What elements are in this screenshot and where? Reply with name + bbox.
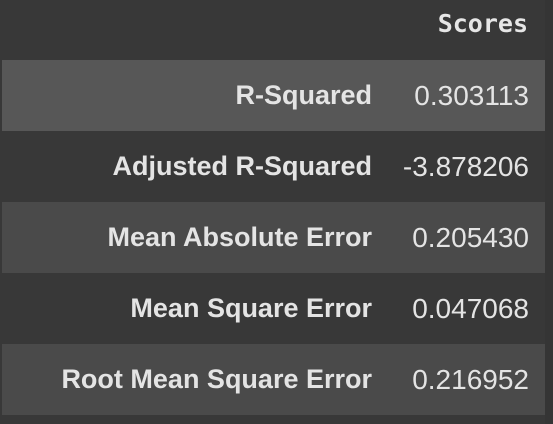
table-row: Mean Square Error 0.047068 (2, 273, 545, 344)
row-label: Adjusted R-Squared (2, 131, 386, 202)
score-cell: 0.205430 (386, 202, 545, 273)
table-row: Mean Absolute Error 0.205430 (2, 202, 545, 273)
row-label: Root Mean Square Error (2, 344, 386, 415)
table-row: Root Mean Square Error 0.216952 (2, 344, 545, 415)
score-cell: 0.047068 (386, 273, 545, 344)
column-header-scores: Scores (437, 9, 528, 38)
row-label: Mean Square Error (2, 273, 386, 344)
row-label: Mean Absolute Error (2, 202, 386, 273)
table-row: R-Squared 0.303113 (2, 60, 545, 131)
table-row: Adjusted R-Squared -3.878206 (2, 131, 545, 202)
score-cell: -3.878206 (386, 131, 545, 202)
row-label: R-Squared (2, 60, 386, 131)
score-cell: 0.216952 (386, 344, 545, 415)
score-cell: 0.303113 (386, 60, 545, 131)
output-scroll-edge (545, 0, 553, 424)
metrics-table: R-Squared 0.303113 Adjusted R-Squared -3… (2, 60, 545, 415)
table-header-row: Scores (0, 0, 553, 56)
